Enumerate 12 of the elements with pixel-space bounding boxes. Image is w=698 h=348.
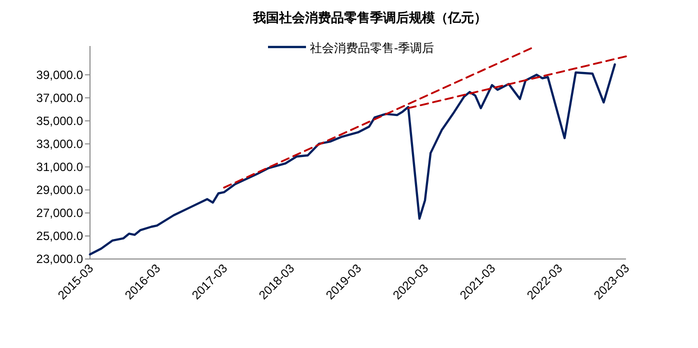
y-tick-label: 29,000.0 bbox=[36, 182, 84, 197]
legend-label: 社会消费品零售-季调后 bbox=[310, 41, 434, 55]
y-tick-label: 33,000.0 bbox=[36, 136, 84, 151]
y-tick-label: 27,000.0 bbox=[36, 206, 84, 220]
chart-title: 我国社会消费品零售季调后规模（亿元） bbox=[252, 10, 487, 26]
y-tick-label: 23,000.0 bbox=[36, 252, 84, 266]
y-tick-label: 35,000.0 bbox=[36, 114, 84, 128]
y-tick-label: 25,000.0 bbox=[36, 228, 84, 243]
line-series bbox=[88, 63, 616, 256]
y-tick-label: 37,000.0 bbox=[36, 90, 84, 105]
y-tick-label: 31,000.0 bbox=[36, 160, 84, 174]
y-tick-label: 39,000.0 bbox=[36, 68, 84, 82]
